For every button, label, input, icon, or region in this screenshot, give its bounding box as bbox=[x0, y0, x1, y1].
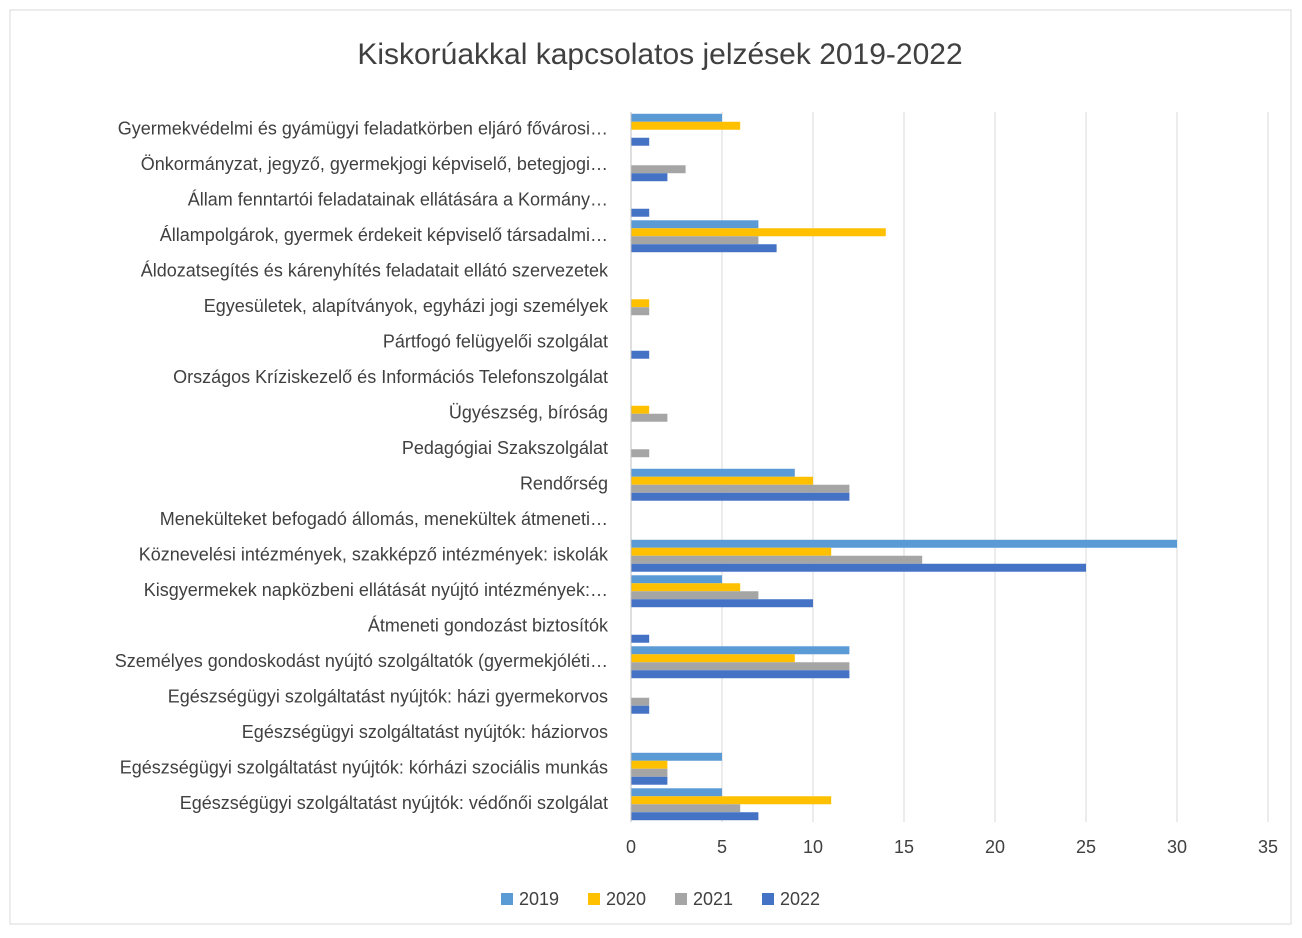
y-tick-label: Egészségügyi szolgáltatást nyújtók: házi… bbox=[168, 687, 608, 707]
bar bbox=[631, 591, 759, 600]
x-tick-label: 20 bbox=[985, 837, 1005, 857]
bar bbox=[631, 484, 850, 493]
y-tick-label: Önkormányzat, jegyző, gyermekjogi képvis… bbox=[141, 154, 608, 174]
y-tick-label: Ügyészség, bíróság bbox=[449, 403, 608, 423]
bar bbox=[631, 468, 795, 477]
legend-label: 2021 bbox=[693, 889, 733, 909]
legend-swatch bbox=[501, 893, 513, 905]
bar bbox=[631, 599, 813, 608]
bar bbox=[631, 583, 741, 592]
y-tick-label: Egészségügyi szolgáltatást nyújtók: védő… bbox=[180, 793, 608, 813]
chart-title: Kiskorúakkal kapcsolatos jelzések 2019-2… bbox=[357, 38, 962, 71]
bar bbox=[631, 539, 1177, 548]
bar bbox=[631, 788, 722, 797]
bar bbox=[631, 405, 650, 414]
legend-label: 2022 bbox=[780, 889, 820, 909]
bar bbox=[631, 547, 832, 556]
bar bbox=[631, 812, 759, 821]
legend-swatch bbox=[675, 893, 687, 905]
bar bbox=[631, 165, 686, 174]
y-tick-label: Országos Kríziskezelő és Információs Tel… bbox=[173, 367, 608, 387]
bar bbox=[631, 662, 850, 671]
y-tick-label: Egyesületek, alapítványok, egyházi jogi … bbox=[204, 296, 609, 316]
bar bbox=[631, 654, 795, 663]
bar bbox=[631, 670, 850, 679]
y-tick-label: Kisgyermekek napközbeni ellátását nyújtó… bbox=[144, 580, 608, 600]
bar bbox=[631, 220, 759, 229]
bar bbox=[631, 768, 668, 777]
x-tick-label: 35 bbox=[1258, 837, 1278, 857]
bar bbox=[631, 575, 722, 584]
y-tick-label: Köznevelési intézmények, szakképző intéz… bbox=[139, 545, 609, 565]
bar bbox=[631, 413, 668, 422]
y-tick-label: Gyermekvédelmi és gyámügyi feladatkörben… bbox=[118, 119, 608, 139]
legend-label: 2019 bbox=[519, 889, 559, 909]
bar bbox=[631, 137, 650, 146]
y-tick-label: Egészségügyi szolgáltatást nyújtók: kórh… bbox=[120, 758, 608, 778]
bar bbox=[631, 760, 668, 769]
x-tick-label: 0 bbox=[626, 837, 636, 857]
bar bbox=[631, 796, 832, 805]
bar bbox=[631, 476, 813, 485]
y-tick-label: Egészségügyi szolgáltatást nyújtók: házi… bbox=[242, 722, 608, 742]
bar bbox=[631, 449, 650, 458]
bar bbox=[631, 646, 850, 655]
bar bbox=[631, 697, 650, 706]
x-tick-label: 5 bbox=[717, 837, 727, 857]
bar bbox=[631, 752, 722, 761]
bar bbox=[631, 244, 777, 253]
bar bbox=[631, 299, 650, 308]
bar bbox=[631, 634, 650, 643]
bar bbox=[631, 228, 886, 237]
bar bbox=[631, 350, 650, 359]
bar bbox=[631, 173, 668, 182]
x-tick-label: 10 bbox=[803, 837, 823, 857]
y-tick-label: Állam fenntartói feladatainak ellátására… bbox=[188, 190, 608, 210]
chart-border bbox=[9, 9, 1292, 925]
bar bbox=[631, 113, 722, 122]
bar bbox=[631, 705, 650, 714]
bar bbox=[631, 236, 759, 245]
bar bbox=[631, 492, 850, 501]
bar bbox=[631, 307, 650, 316]
bar bbox=[631, 121, 741, 130]
y-tick-label: Pedagógiai Szakszolgálat bbox=[402, 438, 608, 458]
y-tick-label: Rendőrség bbox=[520, 474, 608, 494]
y-tick-label: Pártfogó felügyelői szolgálat bbox=[383, 332, 608, 352]
bar bbox=[631, 555, 923, 564]
y-tick-label: Személyes gondoskodást nyújtó szolgáltat… bbox=[115, 651, 608, 671]
y-tick-label: Állampolgárok, gyermek érdekeit képvisel… bbox=[160, 225, 608, 245]
x-tick-label: 15 bbox=[894, 837, 914, 857]
bar bbox=[631, 563, 1086, 572]
bar bbox=[631, 804, 741, 813]
y-tick-label: Menekülteket befogadó állomás, menekülte… bbox=[160, 509, 608, 529]
legend-swatch bbox=[588, 893, 600, 905]
y-tick-label: Áldozatsegítés és kárenyhítés feladatait… bbox=[141, 261, 609, 281]
legend-swatch bbox=[762, 893, 774, 905]
x-tick-label: 30 bbox=[1167, 837, 1187, 857]
legend-label: 2020 bbox=[606, 889, 646, 909]
bar bbox=[631, 776, 668, 785]
x-tick-label: 25 bbox=[1076, 837, 1096, 857]
bar bbox=[631, 208, 650, 217]
y-tick-label: Átmeneti gondozást biztosítók bbox=[368, 616, 609, 636]
